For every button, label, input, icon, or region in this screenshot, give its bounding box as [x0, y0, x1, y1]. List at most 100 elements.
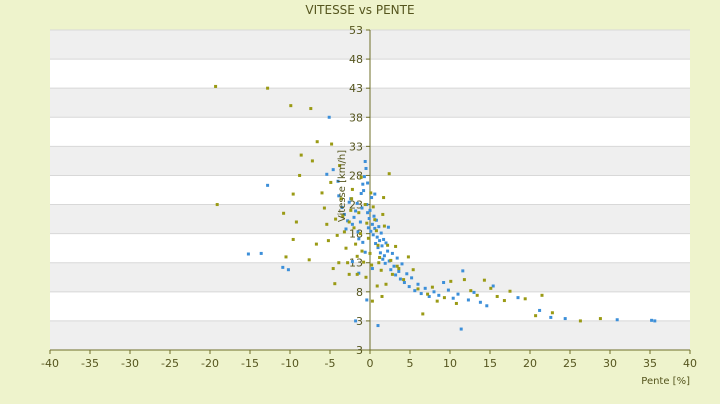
x-tick-label: 35: [643, 357, 657, 370]
x-tick-label: -30: [121, 357, 139, 370]
y-tick-label: 53: [349, 24, 363, 37]
data-point: [516, 296, 520, 300]
data-point: [368, 251, 372, 255]
data-point: [342, 230, 346, 234]
data-point: [214, 84, 218, 88]
data-point: [357, 271, 361, 275]
data-point: [538, 308, 542, 312]
data-point: [355, 201, 359, 205]
data-point: [446, 288, 450, 292]
data-point: [461, 269, 465, 273]
data-point: [281, 265, 285, 269]
data-point: [384, 282, 388, 286]
data-point: [342, 212, 346, 216]
data-point: [335, 233, 339, 237]
x-tick-label: 30: [603, 357, 617, 370]
data-point: [523, 297, 527, 301]
data-point: [427, 294, 431, 298]
data-point: [382, 196, 386, 200]
data-point: [419, 292, 423, 296]
x-tick-label: -10: [281, 357, 299, 370]
data-point: [298, 173, 302, 177]
data-point: [398, 277, 402, 281]
data-point: [390, 251, 394, 255]
data-point: [374, 218, 378, 222]
data-point: [366, 226, 370, 230]
data-point: [364, 166, 368, 170]
data-point: [334, 217, 338, 221]
data-point: [246, 252, 250, 256]
data-point: [432, 290, 436, 294]
data-point: [397, 269, 401, 273]
data-point: [371, 233, 375, 237]
data-point: [563, 317, 567, 321]
data-point: [314, 242, 318, 246]
data-point: [370, 263, 374, 267]
data-point: [478, 300, 482, 304]
y-tick-label: 8: [356, 286, 363, 299]
data-point: [365, 203, 369, 207]
y-tick-label: 28: [349, 169, 363, 182]
data-point: [366, 236, 370, 240]
data-point: [430, 285, 434, 289]
data-point: [350, 197, 354, 201]
data-point: [402, 281, 406, 285]
chart-title: VITESSE vs PENTE: [305, 3, 414, 17]
data-point: [352, 215, 356, 219]
data-point: [369, 191, 373, 195]
data-point: [386, 249, 390, 253]
x-tick-label: -20: [201, 357, 219, 370]
data-point: [491, 284, 495, 288]
data-point: [376, 243, 380, 247]
data-point: [378, 255, 382, 259]
data-point: [337, 261, 341, 265]
data-point: [459, 327, 463, 331]
data-point: [362, 260, 366, 264]
data-point: [354, 319, 358, 323]
data-point: [259, 251, 263, 255]
data-point: [347, 200, 351, 204]
data-point: [435, 299, 439, 303]
data-point: [377, 225, 381, 229]
data-point: [386, 225, 390, 229]
y-tick-label: 13: [349, 257, 363, 270]
data-point: [394, 273, 398, 277]
data-point: [442, 281, 446, 285]
x-tick-label: -15: [241, 357, 259, 370]
data-point: [360, 206, 364, 210]
data-point: [373, 226, 377, 230]
data-point: [374, 242, 378, 246]
x-tick-labels: -40 -35 -30 -25 -20 -15 -10 -5 0 5 10 15 20 25 30 35 40: [41, 357, 697, 370]
x-tick-label: -40: [41, 357, 59, 370]
data-point: [390, 272, 394, 276]
data-point: [598, 317, 602, 321]
data-point: [363, 159, 367, 163]
data-point: [329, 180, 333, 184]
x-tick-label: 5: [407, 357, 414, 370]
y-tick-label: 43: [349, 82, 363, 95]
x-tick-label: 20: [523, 357, 537, 370]
data-point: [355, 254, 359, 258]
data-point: [363, 250, 367, 254]
data-point: [362, 189, 366, 193]
data-point: [482, 278, 486, 282]
data-point: [266, 183, 270, 187]
data-point: [421, 312, 425, 316]
x-tick-label: 40: [683, 357, 697, 370]
data-point: [330, 142, 334, 146]
y-tick-label: 33: [349, 140, 363, 153]
data-point: [578, 319, 582, 323]
data-point: [327, 115, 331, 119]
x-tick-label: 0: [367, 357, 374, 370]
data-point: [653, 319, 657, 323]
data-point: [325, 222, 329, 226]
data-point: [397, 267, 401, 271]
data-point: [456, 292, 460, 296]
data-point: [394, 244, 398, 248]
data-point: [359, 175, 363, 179]
data-point: [346, 219, 350, 223]
data-point: [376, 246, 380, 250]
x-tick-label: -35: [81, 357, 99, 370]
data-point: [615, 318, 619, 322]
